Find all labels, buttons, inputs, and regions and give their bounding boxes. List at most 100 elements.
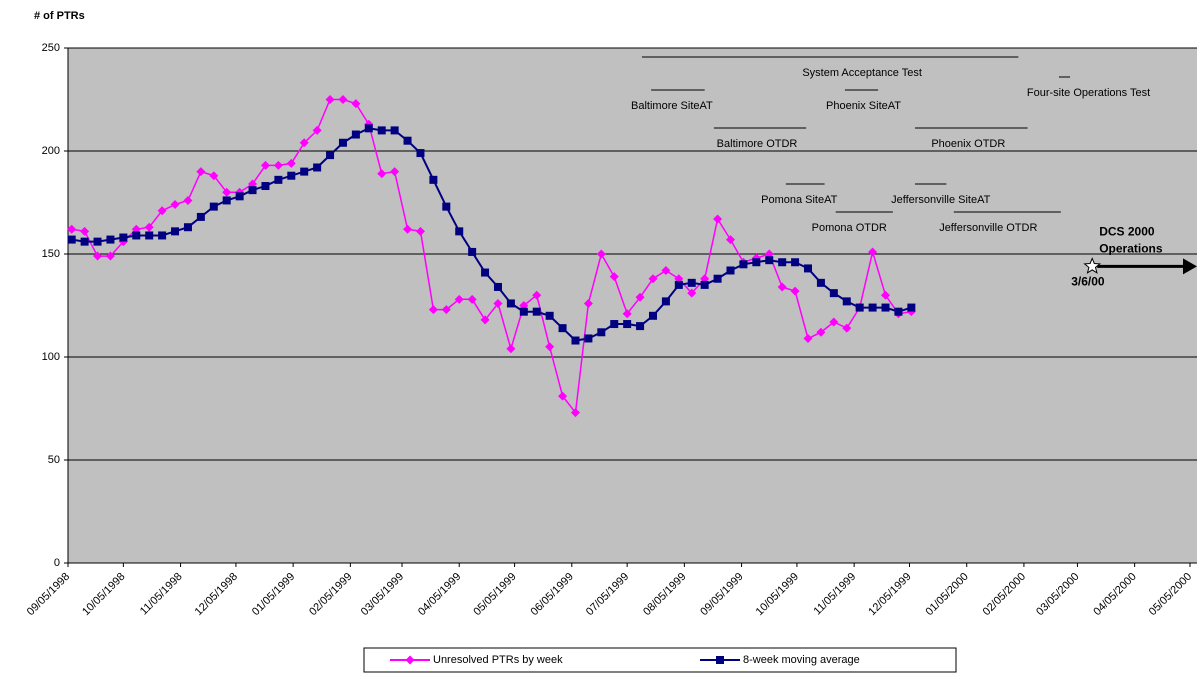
marker	[351, 99, 361, 109]
phase-label: Pomona OTDR	[812, 222, 887, 234]
marker	[881, 303, 890, 312]
phase-label: Jeffersonville OTDR	[939, 222, 1037, 234]
x-tick-label: 10/05/1998	[80, 571, 127, 618]
marker	[661, 265, 671, 275]
marker	[67, 224, 77, 234]
marker	[907, 303, 916, 312]
marker	[364, 124, 373, 133]
marker	[468, 247, 477, 256]
marker	[583, 298, 593, 308]
milestone-title: DCS 2000	[1099, 225, 1155, 239]
marker	[455, 227, 464, 236]
marker	[260, 160, 270, 170]
x-tick-label: 10/05/1999	[754, 571, 801, 618]
marker	[623, 320, 632, 329]
marker	[532, 307, 541, 316]
phase-label: Four-site Operations Test	[1027, 87, 1150, 99]
marker	[248, 186, 257, 195]
x-tick-label: 03/05/2000	[1034, 571, 1081, 618]
marker	[635, 292, 645, 302]
marker	[816, 278, 825, 287]
marker	[661, 297, 670, 306]
plot-area	[68, 48, 1197, 563]
marker	[377, 126, 386, 135]
x-tick-label: 08/05/1999	[641, 571, 688, 618]
marker	[726, 266, 735, 275]
marker	[377, 169, 387, 179]
marker	[415, 226, 425, 236]
marker	[119, 233, 128, 242]
marker	[209, 171, 219, 181]
marker	[687, 278, 696, 287]
arrow-head	[1183, 258, 1197, 275]
marker	[67, 235, 76, 244]
y-tick-label: 100	[42, 351, 60, 363]
x-tick-label: 04/05/1999	[416, 571, 463, 618]
marker	[725, 235, 735, 245]
marker	[481, 268, 490, 277]
phase-label: Baltimore OTDR	[717, 138, 798, 150]
marker	[855, 303, 864, 312]
x-tick-label: 09/05/1999	[698, 571, 745, 618]
marker	[778, 258, 787, 267]
marker	[506, 299, 515, 308]
marker	[145, 231, 154, 240]
marker	[506, 344, 516, 354]
marker	[351, 130, 360, 139]
marker	[648, 274, 658, 284]
x-tick-label: 05/05/2000	[1147, 571, 1194, 618]
marker	[428, 305, 438, 315]
x-tick-label: 02/05/2000	[981, 571, 1028, 618]
x-tick-label: 03/05/1999	[359, 571, 406, 618]
marker	[93, 237, 102, 246]
marker	[791, 258, 800, 267]
marker	[273, 160, 283, 170]
marker	[765, 256, 774, 265]
x-tick-label: 01/05/1999	[250, 571, 297, 618]
marker	[571, 336, 580, 345]
marker	[132, 231, 141, 240]
marker	[493, 282, 502, 291]
x-tick-label: 12/05/1998	[193, 571, 240, 618]
marker	[313, 163, 322, 172]
y-tick-label: 200	[42, 145, 60, 157]
marker	[403, 224, 413, 234]
legend	[363, 647, 957, 673]
y-tick-label: 0	[54, 557, 60, 569]
marker	[713, 214, 723, 224]
marker	[480, 315, 490, 325]
y-axis-label: # of PTRs	[34, 10, 85, 22]
marker	[312, 125, 322, 135]
marker	[868, 303, 877, 312]
marker	[144, 222, 154, 232]
x-tick-label: 11/05/1999	[811, 571, 858, 618]
marker	[325, 95, 335, 104]
marker	[622, 309, 632, 319]
x-tick-label: 02/05/1999	[307, 571, 354, 618]
marker	[183, 195, 193, 205]
marker	[416, 149, 425, 158]
legend-label: Unresolved PTRs by week	[433, 654, 563, 666]
marker	[80, 237, 89, 246]
marker	[287, 171, 296, 180]
marker	[196, 212, 205, 221]
phase-label: Phoenix OTDR	[931, 138, 1005, 150]
marker	[183, 223, 192, 232]
marker	[803, 333, 813, 343]
marker	[299, 138, 309, 148]
marker	[222, 187, 232, 197]
y-tick-label: 250	[42, 42, 60, 54]
marker	[157, 206, 167, 216]
marker	[274, 175, 283, 184]
marker	[300, 167, 309, 176]
milestone-star	[1083, 257, 1102, 274]
marker	[829, 289, 838, 298]
x-tick-label: 09/05/1998	[25, 571, 72, 618]
marker	[777, 282, 787, 292]
marker	[597, 328, 606, 337]
x-tick-label: 04/05/2000	[1091, 571, 1138, 618]
marker	[713, 274, 722, 283]
legend-marker	[405, 655, 415, 665]
